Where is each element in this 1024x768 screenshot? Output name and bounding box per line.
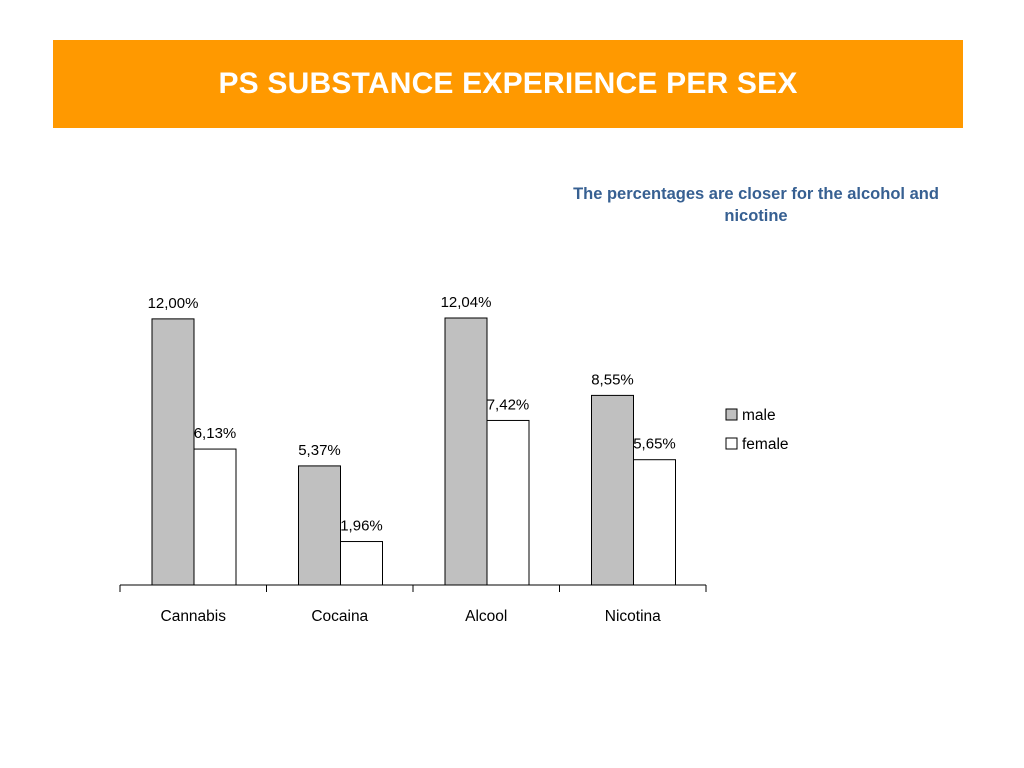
- data-label-female-cocaina: 1,96%: [340, 518, 383, 535]
- data-label-female-cannabis: 6,13%: [194, 425, 237, 442]
- data-label-male-nicotina: 8,55%: [591, 371, 634, 388]
- bar-male-cannabis: [151, 318, 195, 586]
- bar-male-nicotina: [591, 394, 634, 586]
- x-tick-label-cocaina: Cocaina: [311, 608, 368, 625]
- slide-subtitle: The percentages are closer for the alcoh…: [573, 185, 939, 225]
- x-tick-label-cannabis: Cannabis: [161, 608, 227, 625]
- data-label-male-cannabis: 12,00%: [148, 295, 199, 312]
- data-label-male-cocaina: 5,37%: [298, 442, 341, 459]
- legend-label-female: female: [742, 436, 789, 453]
- title-banner: PS SUBSTANCE EXPERIENCE PER SEX: [53, 40, 963, 128]
- bar-female-alcool: [486, 419, 530, 586]
- data-label-female-nicotina: 5,65%: [633, 436, 676, 453]
- data-label-male-alcool: 12,04%: [441, 294, 492, 311]
- bar-male-cocaina: [298, 465, 341, 586]
- bar-female-cannabis: [193, 448, 237, 586]
- bar-female-cocaina: [340, 541, 383, 586]
- legend-label-male: male: [742, 407, 776, 424]
- legend-swatch-female: [725, 437, 738, 450]
- bar-female-nicotina: [633, 459, 676, 586]
- bar-male-alcool: [444, 317, 488, 586]
- x-tick-label-nicotina: Nicotina: [605, 608, 661, 625]
- slide-title: PS SUBSTANCE EXPERIENCE PER SEX: [218, 67, 798, 100]
- data-label-female-alcool: 7,42%: [487, 396, 530, 413]
- legend-swatch-male: [725, 408, 738, 421]
- x-tick-label-alcool: Alcool: [465, 608, 507, 625]
